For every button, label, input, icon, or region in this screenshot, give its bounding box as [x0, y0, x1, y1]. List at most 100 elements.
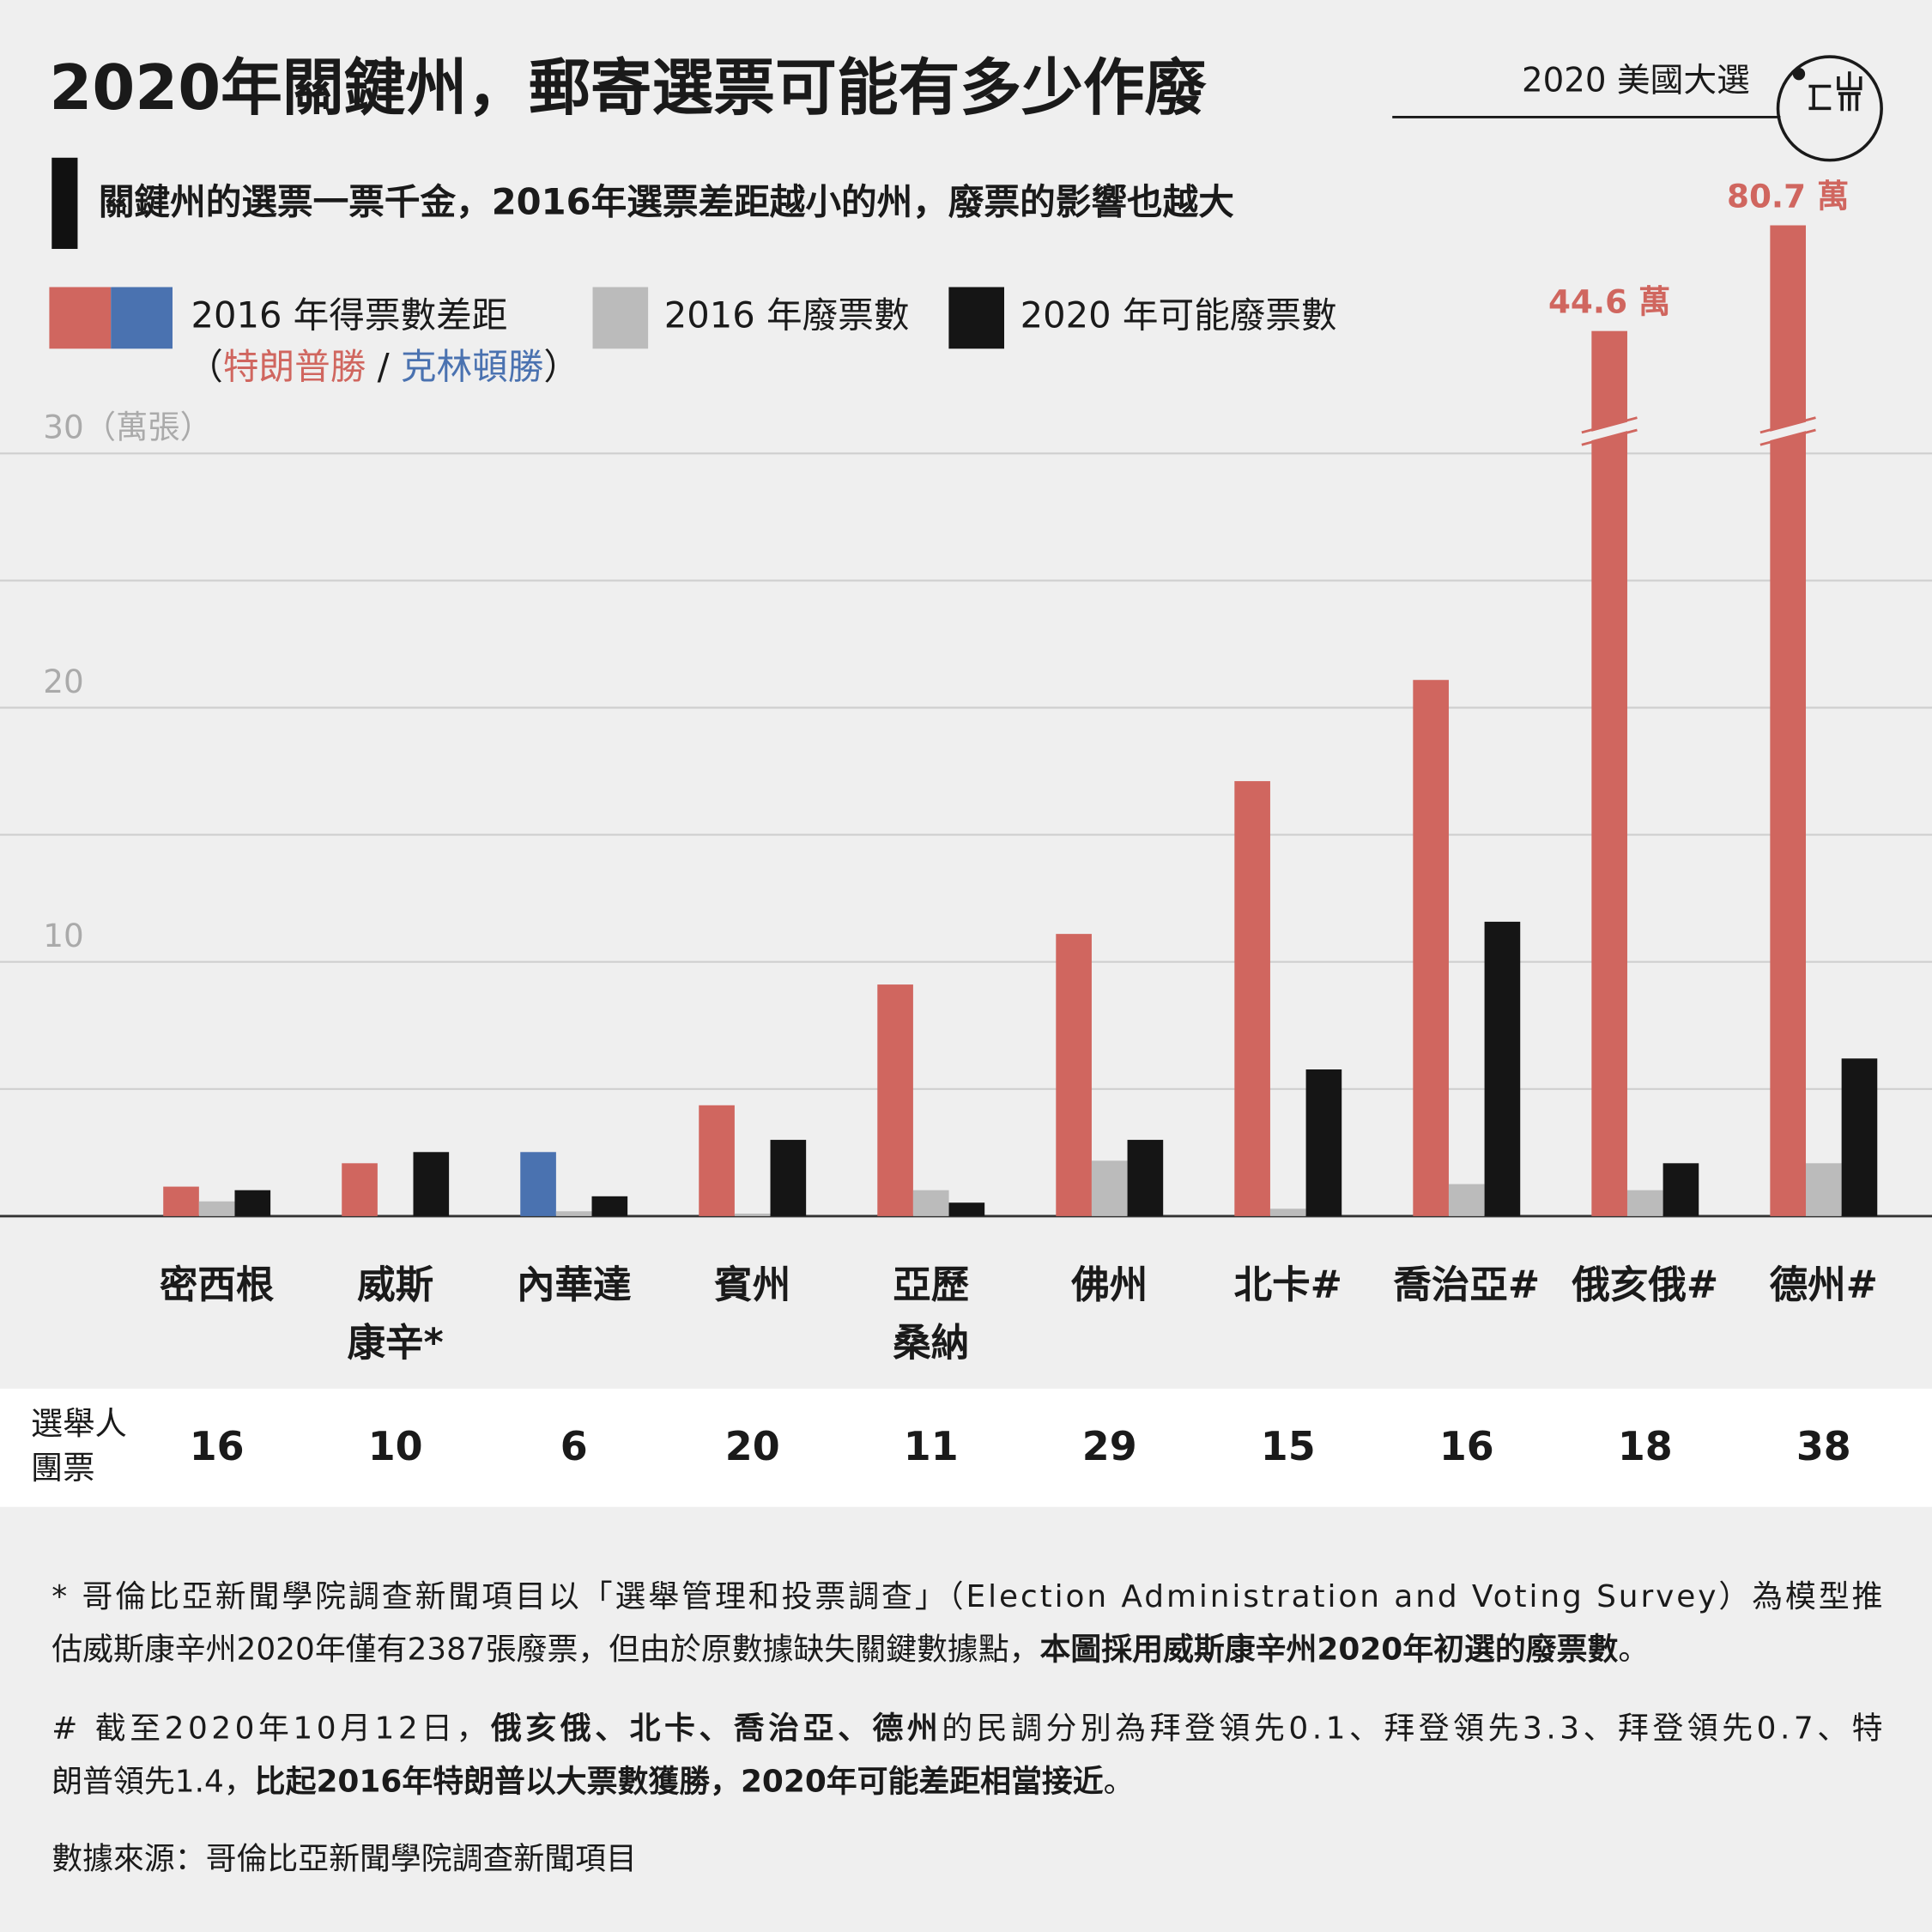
footnote-segment: 俄亥俄、北卡、喬治亞、德州	[490, 1711, 938, 1747]
logo	[1776, 55, 1883, 162]
x-tick-label: 賓州	[714, 1263, 790, 1307]
footnote-line: # 截至2020年10月12日， 俄亥俄、北卡、喬治亞、德州 的民調分別為拜登領先0…	[51, 1711, 1882, 1747]
legend-label: 2016 年得票數差距	[191, 294, 508, 336]
electoral-votes: 15	[1261, 1423, 1316, 1469]
footnote-segment: * 哥倫比亞新聞學院調查新聞項目以「選舉管理和投票調查」（Election Ad…	[51, 1579, 1882, 1614]
bar	[198, 1201, 235, 1216]
x-tick-label: 俄亥俄#	[1571, 1263, 1718, 1307]
bar	[555, 1211, 592, 1216]
bar	[1091, 1160, 1128, 1216]
section-label: 2020 美國大選	[1522, 62, 1750, 100]
x-tick-label: 佛州	[1070, 1263, 1148, 1307]
legend-note-part: /	[366, 346, 401, 388]
y-tick-label: 20	[43, 662, 83, 700]
footnote-segment: 的民調分別為拜登領先0.1、拜登領先3.3、拜登領先0.7、特	[942, 1711, 1882, 1747]
bar	[234, 1190, 271, 1216]
legend-label: 2020 年可能廢票數	[1021, 294, 1337, 336]
bar	[1413, 680, 1449, 1216]
y-unit: （萬張）	[84, 408, 212, 445]
y-tick-value: 10	[43, 917, 83, 954]
footnote-segment: 。	[1618, 1632, 1649, 1668]
electoral-votes: 11	[904, 1423, 959, 1469]
legend-swatch	[948, 287, 1005, 349]
footnote-segment: 朗普領先1.4，	[51, 1764, 254, 1799]
legend-swatch	[49, 287, 112, 349]
footnote-segment: 本圖採用威斯康辛州2020年初選的廢票數	[1040, 1632, 1619, 1668]
footnote-segment: 比起2016年特朗普以大票數獲勝，2020年可能差距相當接近	[255, 1764, 1104, 1799]
x-tick-label: 密西根	[160, 1263, 275, 1307]
legend-note: （特朗普勝 / 克林頓勝）	[187, 346, 579, 388]
electoral-votes: 16	[1439, 1423, 1494, 1469]
bar	[912, 1190, 949, 1216]
x-tick-label: 桑納	[893, 1322, 969, 1366]
legend-swatch	[111, 287, 173, 349]
x-tick-label: 威斯	[357, 1263, 433, 1307]
electoral-votes: 6	[560, 1423, 588, 1469]
bar	[948, 1202, 985, 1216]
axis-break-edge	[1759, 416, 1816, 434]
bar	[1127, 1140, 1164, 1216]
electoral-votes: 10	[368, 1423, 423, 1469]
electoral-votes: 38	[1796, 1423, 1851, 1469]
bar	[770, 1140, 807, 1216]
x-tick-label: 內華達	[517, 1263, 632, 1307]
bar	[163, 1186, 199, 1216]
legend-note-part: 克林頓勝	[401, 346, 544, 388]
x-tick-label: 亞歷	[893, 1263, 970, 1307]
bar	[520, 1152, 556, 1216]
footnote-line: 估威斯康辛州2020年僅有2387張廢票，但由於原數據缺失關鍵數據點，本圖採用威…	[51, 1632, 1649, 1668]
chart-title: 2020年關鍵州，郵寄選票可能有多少作廢	[49, 51, 1207, 124]
y-tick-label: 30（萬張）	[43, 408, 212, 445]
x-tick-label: 北卡#	[1234, 1263, 1342, 1307]
bar	[1269, 1208, 1306, 1216]
legend-note-part: 特朗普勝	[223, 346, 366, 388]
value-label: 80.7 萬	[1727, 177, 1849, 215]
x-tick-label: 康辛*	[348, 1322, 444, 1366]
bar	[1662, 1163, 1699, 1216]
electoral-votes: 20	[725, 1423, 780, 1469]
bar	[1448, 1184, 1485, 1216]
bar	[1305, 1069, 1342, 1216]
logo-glyph	[1808, 71, 1862, 112]
subtitle-bar	[51, 157, 78, 249]
axis-break	[1759, 419, 1817, 443]
legend-label: 2016 年廢票數	[664, 294, 910, 336]
bar	[1770, 225, 1806, 1216]
bar	[699, 1105, 735, 1216]
bar	[1234, 781, 1270, 1216]
footnote-segment: # 截至2020年10月12日，	[51, 1711, 487, 1747]
y-tick-label: 10	[43, 917, 83, 954]
legend-swatch	[592, 287, 649, 349]
footnote-segment: 估威斯康辛州2020年僅有2387張廢票，但由於原數據缺失關鍵數據點，	[51, 1632, 1039, 1668]
electoral-band	[0, 1388, 1932, 1507]
value-label: 44.6 萬	[1548, 283, 1670, 321]
y-tick-value: 30	[43, 408, 83, 445]
axis-break-edge	[1581, 416, 1638, 434]
x-tick-label: 德州#	[1770, 1263, 1878, 1307]
bar	[1626, 1190, 1663, 1216]
footnote-line: 朗普領先1.4，比起2016年特朗普以大票數獲勝，2020年可能差距相當接近。	[51, 1764, 1134, 1799]
bar	[591, 1196, 628, 1216]
bar	[734, 1213, 771, 1216]
bar	[1805, 1163, 1842, 1216]
axis-break-edge	[1759, 428, 1816, 446]
bar	[413, 1152, 450, 1216]
bar	[1591, 330, 1627, 1216]
y-tick-value: 20	[43, 662, 83, 700]
bar	[342, 1163, 378, 1216]
bar	[1056, 934, 1092, 1216]
axis-break-edge	[1581, 428, 1638, 446]
electoral-label: 選舉人	[31, 1404, 127, 1442]
source: 數據來源：哥倫比亞新聞學院調查新聞項目	[51, 1842, 637, 1877]
logo-dot	[1792, 67, 1806, 81]
footnote-segment: 。	[1104, 1764, 1135, 1799]
x-tick-label: 喬治亞#	[1393, 1263, 1540, 1307]
footnote-line: * 哥倫比亞新聞學院調查新聞項目以「選舉管理和投票調查」（Election Ad…	[51, 1579, 1882, 1614]
legend-note-part: ）	[543, 346, 579, 388]
bar	[1484, 921, 1521, 1216]
electoral-label: 團票	[31, 1449, 95, 1487]
bar	[877, 984, 913, 1216]
electoral-votes: 29	[1082, 1423, 1137, 1469]
legend-note-part: （	[187, 346, 223, 388]
